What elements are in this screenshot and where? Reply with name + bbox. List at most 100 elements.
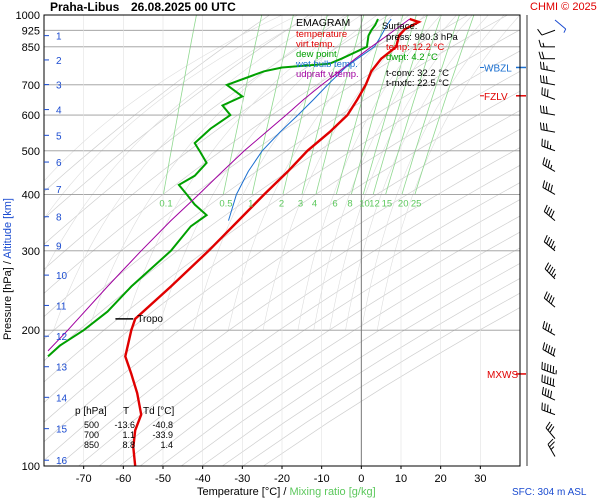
wind-barb-flag [547,183,551,191]
wind-barb-flag [546,264,552,272]
pressure-tick-label: 200 [22,325,40,337]
altitude-tick-label: 15 [56,425,68,436]
wind-barb [539,61,556,72]
temperature-tick-label: -20 [274,473,290,485]
dry-adiabat [44,128,520,461]
pressure-tick-label: 850 [22,42,40,54]
table-row: 700 1.1 -33.9 [75,430,193,440]
wind-barb-flag [539,122,542,130]
wind-barb-flag [547,160,551,168]
wind-barb [542,157,556,172]
dry-adiabat [44,15,349,245]
wind-barb-flag [541,87,543,95]
wind-barb-flag [549,426,555,433]
surface-dwpt: dwpt: 4.2 °C [386,52,438,63]
wind-barb-flag [548,295,553,303]
dry-adiabat [44,70,520,403]
moist-adiabat [44,15,299,220]
wind-barb-flag [547,389,550,397]
dry-adiabat [78,164,520,466]
temperature-tick-label: -70 [76,473,92,485]
mixing-ratio-label: 1 [248,198,253,209]
wind-barb [542,342,556,357]
dry-adiabat [139,215,520,466]
wind-barb-half [550,164,553,170]
surface-temp: temp: 12.2 °C [386,42,445,53]
wind-barb-staff [541,68,556,72]
altitude-tick-label: 6 [56,158,62,169]
altitude-tick-label: 2 [56,56,62,67]
wind-barb-staff [542,163,556,172]
wind-barb-staff [545,427,556,439]
wind-barb-flag [542,342,546,350]
y-axis-label-altitude: Altitude [km] [2,198,14,259]
wind-barb-staff [541,29,556,36]
wind-barb-staff [541,129,556,133]
copyright: CHMI © 2025 [530,1,597,13]
wind-barb-flag [544,388,547,396]
wind-barb-flag [552,365,555,374]
wind-barb-flag [542,157,546,165]
mixing-ratio-label: 8 [347,198,352,209]
wind-barb [554,19,567,33]
wind-barb-flag [544,181,548,190]
wind-barb-flag [550,210,555,218]
altitude-tick-label: 1 [56,32,62,43]
wind-barb [541,87,556,100]
wind-barb [543,291,556,308]
wind-barb-flag [546,206,550,214]
wind-barb-flag [549,364,552,373]
x-axis-label-temperature: Temperature [°C] [197,486,281,498]
wind-barb-flag [551,268,556,276]
wind-barb-flag [547,324,551,332]
table-cell: -13.6 [114,420,135,430]
altitude-tick-label: 10 [56,271,68,282]
moist-adiabat [44,15,283,182]
wind-barb-flag [549,390,553,399]
wind-barb-flag [550,240,555,248]
altitude-tick-label: 12 [56,332,68,343]
temperature-tick-label: -10 [314,473,330,485]
pressure-tick-label: 500 [22,146,40,158]
table-header-p: p [hPa] [75,406,107,417]
mixing-ratio-label: 0.5 [219,198,232,209]
altitude-tick-label: 7 [56,185,62,196]
wind-barb [542,180,556,195]
temperature-tick-label: 0 [358,473,364,485]
legend-item-wet-bulb: wet bulb temp. [296,59,358,70]
wind-barb-flag [543,291,548,299]
wind-barb-staff [541,94,556,100]
wind-barb-flag [545,76,548,84]
wind-barb-half [563,28,567,33]
table-cell: 700 [83,430,99,440]
table-cell: -33.9 [152,430,173,440]
moist-adiabat [44,15,314,273]
wind-barb-flag [547,345,551,353]
wind-barb-staff [542,187,556,195]
wind-barb-flag [544,343,548,352]
table-header: p [hPa] T Td [°C] [75,406,193,417]
wind-barb-flag [550,346,553,355]
wind-barb-flag [542,321,546,329]
surface-altitude: SFC: 304 m ASL [512,487,587,498]
wind-barb [543,234,556,252]
wind-barb-flag [537,28,543,36]
temperature-tick-label: -50 [155,473,171,485]
wind-barb [541,386,556,401]
wind-barb-staff [543,297,556,308]
wind-barb-flag [546,89,549,97]
table-row: 500 -13.6 -40.8 [75,420,193,430]
temperature-tick-label: -40 [195,473,211,485]
altitude-tick-label: 14 [56,393,68,404]
wind-barb-flag [542,75,545,84]
wind-barb-flag [552,348,556,356]
temperature-tick-label: -60 [115,473,131,485]
dry-adiabat [44,15,310,220]
pressure-tick-label: 600 [22,110,40,122]
wind-barb-flag [544,139,546,148]
wind-barb [541,374,556,388]
mixing-ratio-label: 6 [332,198,337,209]
table-cell: 1.1 [122,430,135,440]
wind-barb-staff [554,19,567,30]
